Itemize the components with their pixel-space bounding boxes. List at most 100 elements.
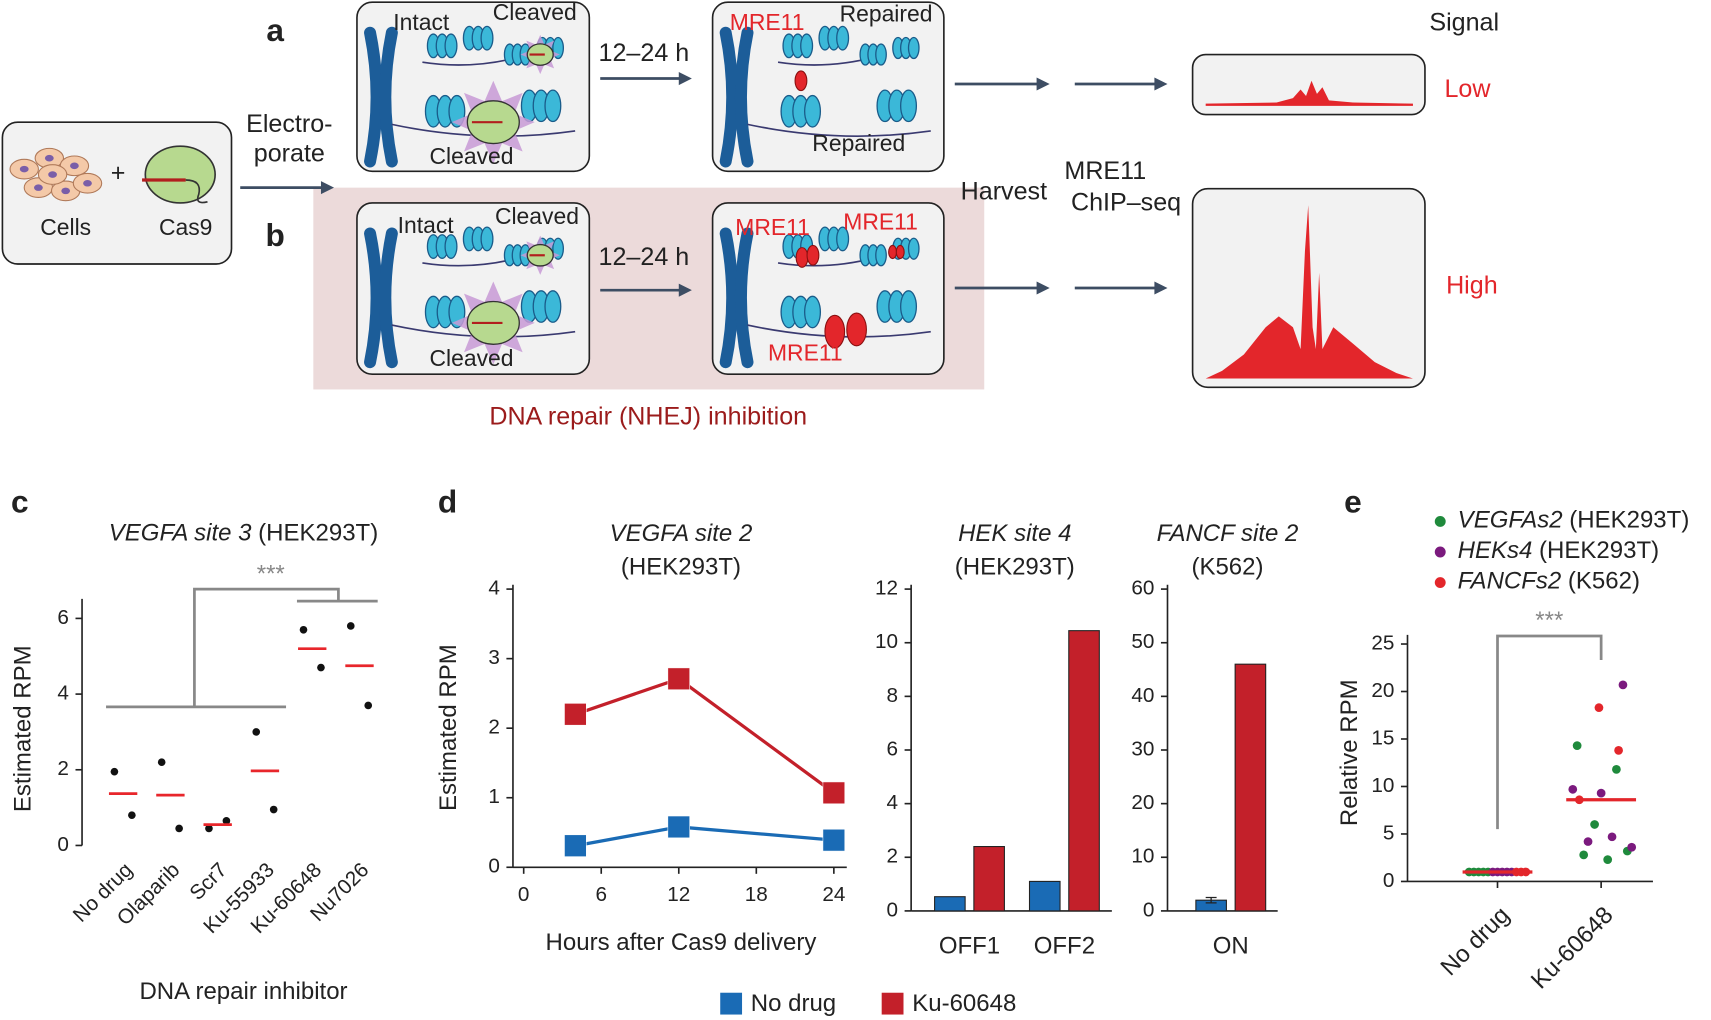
title-gene: VEGFA site 3 [109, 520, 252, 547]
chromosome [379, 26, 398, 168]
nucleosome [900, 89, 918, 123]
mre11-label: MRE11 [768, 340, 843, 366]
legend-marker [1434, 546, 1446, 558]
nucleosome [800, 33, 814, 59]
legend-name: VEGFAs2 [1458, 507, 1563, 534]
x-axis-label: Hours after Cas9 delivery [546, 929, 817, 956]
mre11-label: MRE11 [843, 209, 918, 235]
diagram-shapes [1, 1, 1426, 390]
arrow-head [1154, 281, 1168, 295]
data-point [1607, 832, 1617, 842]
y-tick-label: 0 [1143, 898, 1155, 921]
data-point [1572, 741, 1582, 751]
y-tick-label: 4 [57, 682, 69, 705]
y-tick-label: 4 [887, 791, 899, 814]
legend-cell: (K562) [1568, 568, 1640, 595]
data-marker [564, 834, 587, 857]
data-point [157, 758, 166, 767]
data-point [110, 767, 119, 776]
mre11 [794, 70, 808, 92]
legend-name: HEKs4 [1458, 537, 1533, 564]
nucleosome [804, 94, 822, 128]
panel-label: c [11, 483, 29, 519]
y-tick-label: 3 [488, 646, 500, 669]
legend-label: Ku-60648 [912, 990, 1016, 1017]
data-point [205, 824, 213, 833]
cell-nucleus [83, 180, 92, 187]
y-tick-label: 10 [875, 630, 898, 653]
data-point [1594, 703, 1604, 713]
x-tick-label: OFF1 [939, 932, 1000, 959]
x-tick-label: 0 [518, 883, 530, 906]
y-tick-label: 0 [488, 855, 500, 878]
electroporate: Electro- [246, 110, 332, 138]
chromosome [734, 26, 754, 168]
data-point [1618, 680, 1628, 690]
data-point [364, 701, 373, 710]
state-label: Cleaved [495, 203, 579, 229]
state-label: Intact [393, 9, 450, 35]
chromosome [364, 26, 383, 168]
data-point [317, 663, 325, 672]
x-tick-label: 18 [745, 883, 768, 906]
chart-title: VEGFA site 3 (HEK293T) [109, 520, 378, 547]
y-axis-label: Estimated RPM [435, 644, 462, 811]
data-point [269, 805, 278, 814]
data-point [128, 811, 136, 819]
nucleosome [907, 36, 920, 60]
time-label: 12–24 h [599, 39, 690, 67]
chromosome [719, 26, 739, 168]
bar [934, 896, 966, 912]
harvest: Harvest [961, 178, 1047, 206]
cells-label: Cells [40, 214, 91, 240]
chart-title: HEK site 4 [958, 520, 1071, 547]
nucleosome [544, 290, 562, 323]
nucleosome [875, 244, 887, 267]
x-tick-label: No drug [1435, 902, 1514, 981]
y-tick-label: 25 [1371, 631, 1394, 654]
cell-nucleus [44, 154, 54, 162]
legend-swatch [720, 992, 743, 1015]
inhibition-label: DNA repair (NHEJ) inhibition [489, 402, 807, 430]
legend-label: VEGFAs2 (HEK293T) [1458, 507, 1690, 534]
electroporate: porate [254, 140, 325, 168]
y-tick-label: 30 [1131, 737, 1154, 760]
nucleosome [804, 295, 822, 329]
data-point [1568, 784, 1578, 794]
y-tick-label: 12 [875, 577, 898, 600]
y-axis-label: Relative RPM [1336, 679, 1363, 826]
legend-label: No drug [751, 990, 836, 1017]
arrow-head [678, 72, 692, 86]
data-point [175, 824, 183, 833]
data-marker [564, 703, 587, 726]
significance: *** [1535, 607, 1563, 634]
chart-subtitle: (HEK293T) [955, 554, 1075, 581]
mre11 [806, 244, 820, 266]
x-tick-label: ON [1213, 932, 1249, 959]
arrow-head [1036, 77, 1050, 91]
high-peak [1205, 205, 1413, 379]
x-axis-label: DNA repair inhibitor [139, 978, 347, 1005]
significance-bracket [1496, 634, 1603, 830]
chart-title: FANCF site 2 [1157, 520, 1299, 547]
chart-subtitle: (HEK293T) [621, 554, 741, 581]
state-label: Repaired [812, 130, 905, 156]
significance: *** [257, 560, 285, 587]
y-tick-label: 0 [887, 898, 899, 921]
y-tick-label: 8 [887, 684, 899, 707]
chromosome [734, 227, 754, 369]
y-tick-label: 2 [887, 845, 899, 868]
state-label: Repaired [840, 0, 933, 26]
bar [1068, 630, 1100, 912]
mre11-label: MRE11 [730, 9, 805, 35]
cell-nucleus [19, 165, 29, 173]
data-marker [822, 781, 846, 805]
arrow-head [320, 181, 335, 195]
data-point [1596, 788, 1606, 798]
nucleosome [875, 43, 887, 66]
chromosome [364, 227, 383, 369]
y-tick-label: 2 [488, 716, 500, 739]
data-point [1579, 850, 1589, 860]
time-label: 12–24 h [599, 243, 690, 271]
